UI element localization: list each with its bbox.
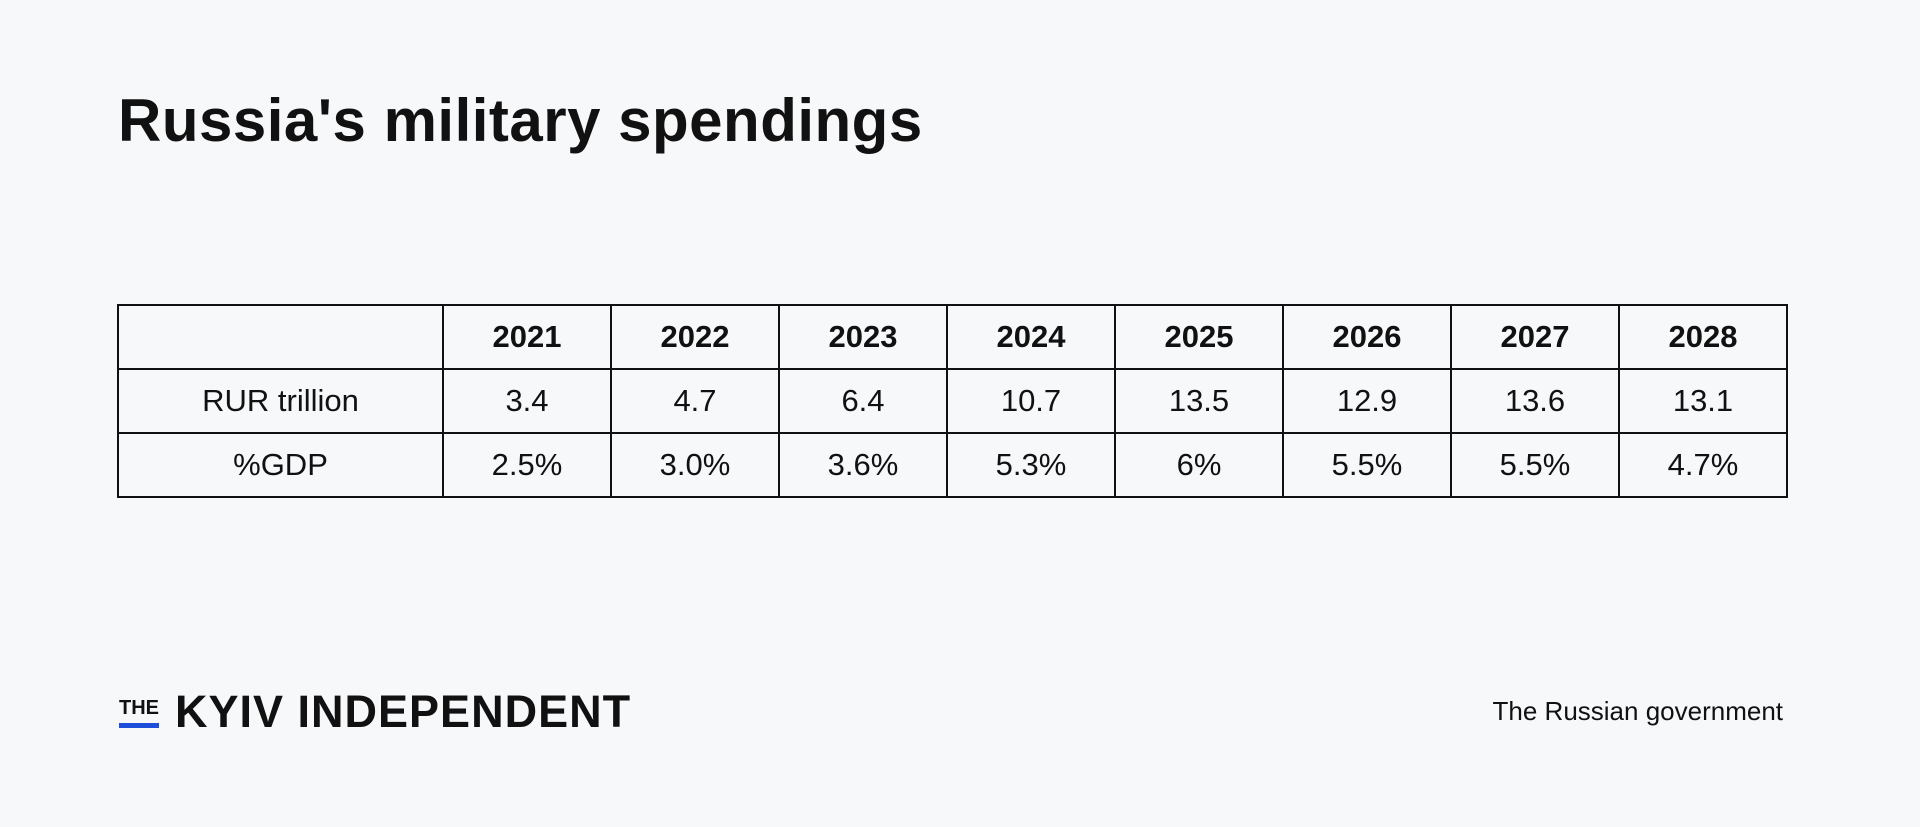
table-cell: 13.5 <box>1114 368 1284 434</box>
table-cell: 6% <box>1114 432 1284 498</box>
row-label: %GDP <box>117 432 444 498</box>
column-header: 2027 <box>1450 304 1620 370</box>
source-credit: The Russian government <box>1492 696 1783 726</box>
chart-title: Russia's military spendings <box>118 87 923 154</box>
table-cell: 13.6 <box>1450 368 1620 434</box>
table-cell: 10.7 <box>946 368 1116 434</box>
table-cell: 12.9 <box>1282 368 1452 434</box>
table-cell: 13.1 <box>1618 368 1788 434</box>
table-cell: 5.5% <box>1450 432 1620 498</box>
column-header: 2025 <box>1114 304 1284 370</box>
table-row: RUR trillion 3.4 4.7 6.4 10.7 13.5 12.9 13.6 13.… <box>117 368 1788 434</box>
table-row: %GDP 2.5% 3.0% 3.6% 5.3% 6% 5.5% 5.5% 4.7% <box>117 432 1788 498</box>
corner-cell <box>117 304 444 370</box>
logo-the: THE <box>119 697 159 728</box>
table-cell: 2.5% <box>442 432 612 498</box>
table-cell: 4.7 <box>610 368 780 434</box>
column-header: 2024 <box>946 304 1116 370</box>
table-cell: 4.7% <box>1618 432 1788 498</box>
column-header: 2023 <box>778 304 948 370</box>
column-header: 2028 <box>1618 304 1788 370</box>
data-table: 2021 2022 2023 2024 2025 2026 2027 2028 RUR tri… <box>117 304 1788 498</box>
table-cell: 5.5% <box>1282 432 1452 498</box>
header-row: 2021 2022 2023 2024 2025 2026 2027 2028 <box>117 304 1788 370</box>
column-header: 2021 <box>442 304 612 370</box>
column-header: 2026 <box>1282 304 1452 370</box>
table-cell: 6.4 <box>778 368 948 434</box>
table-cell: 3.0% <box>610 432 780 498</box>
kyiv-independent-logo: THE KYIV INDEPENDENT <box>119 686 631 738</box>
table-cell: 3.4 <box>442 368 612 434</box>
logo-underline <box>119 722 159 728</box>
row-label: RUR trillion <box>117 368 444 434</box>
logo-name: KYIV INDEPENDENT <box>175 686 632 737</box>
column-header: 2022 <box>610 304 780 370</box>
table-cell: 3.6% <box>778 432 948 498</box>
table-cell: 5.3% <box>946 432 1116 498</box>
